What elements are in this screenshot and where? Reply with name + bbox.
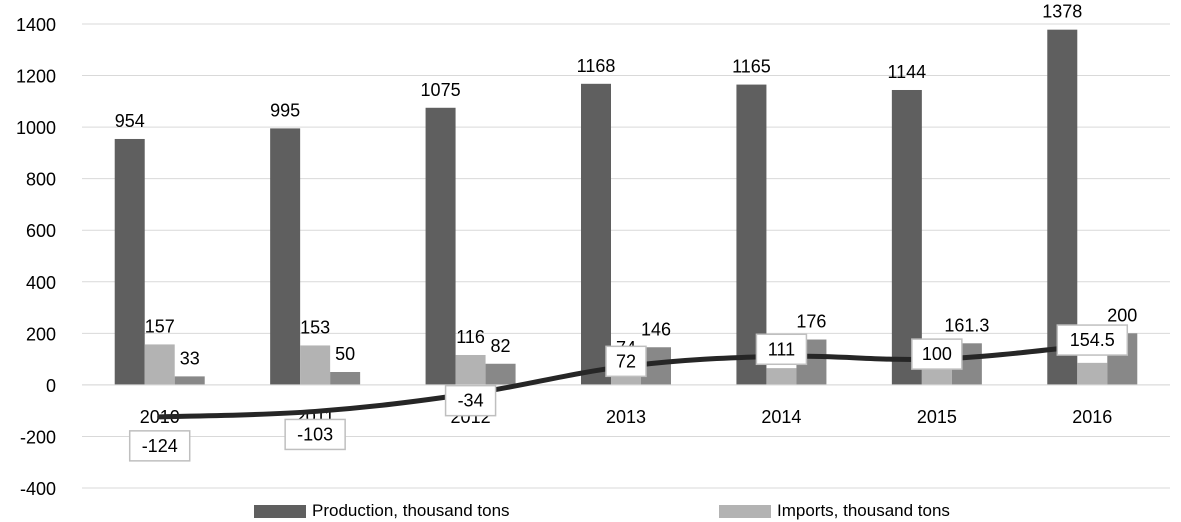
legend-item-imports: Imports, thousand tons <box>719 501 950 521</box>
balance-value-box <box>284 418 346 451</box>
production-bar <box>891 89 922 385</box>
imports-value-label: 157 <box>145 316 175 336</box>
balance-value-label: -124 <box>142 436 178 456</box>
y-tick-label: -200 <box>20 427 56 447</box>
y-axis-ticks: -400 -200 0 200 400 600 800 1000 1200 1400 <box>16 15 56 499</box>
balance-value-box <box>755 333 808 366</box>
balance-value-label: 154.5 <box>1070 330 1115 350</box>
balance-value-label: -103 <box>297 424 333 444</box>
x-tick-label: 2014 <box>761 407 801 427</box>
third-series-value-label: 146 <box>641 319 671 339</box>
y-tick-label: -400 <box>20 479 56 499</box>
production-value-label: 1075 <box>421 80 461 100</box>
legend-label-production: Production, thousand tons <box>312 501 510 520</box>
y-tick-label: 600 <box>26 221 56 241</box>
bars <box>114 29 1138 385</box>
balance-value-box <box>128 430 191 462</box>
production-value-label: 954 <box>115 111 145 131</box>
legend-item-production: Production, thousand tons <box>254 501 510 521</box>
third-series-bar <box>485 363 516 385</box>
legend-label-imports: Imports, thousand tons <box>777 501 950 520</box>
production-value-label: 1168 <box>577 56 616 76</box>
y-tick-label: 1200 <box>16 67 56 87</box>
imports-bar <box>300 345 331 385</box>
production-bar <box>425 107 456 385</box>
y-tick-label: 1000 <box>16 118 56 138</box>
y-tick-label: 200 <box>26 324 56 344</box>
production-value-label: 1378 <box>1042 2 1082 22</box>
x-tick-label: 2016 <box>1072 407 1112 427</box>
legend: Production, thousand tons Imports, thous… <box>0 501 1181 521</box>
x-tick-label: 2015 <box>917 407 957 427</box>
imports-bar <box>144 344 175 385</box>
x-axis: 2010 2011 2012 2013 2014 2015 2016 <box>82 384 1170 427</box>
y-tick-label: 1400 <box>16 15 56 35</box>
third-series-bar <box>330 372 361 385</box>
third-series-value-label: 200 <box>1107 305 1137 325</box>
third-series-value-label: 82 <box>491 336 511 356</box>
legend-swatch-production <box>254 504 306 518</box>
balance-value-box <box>605 345 647 378</box>
balance-value-label: 111 <box>768 339 795 359</box>
imports-value-label: 153 <box>300 317 330 337</box>
y-tick-label: 400 <box>26 273 56 293</box>
production-value-label: 995 <box>270 100 300 120</box>
production-value-label: 1165 <box>732 57 771 77</box>
third-series-bar <box>174 376 205 385</box>
balance-value-label: 100 <box>922 344 952 364</box>
legend-swatch-imports <box>719 504 771 518</box>
y-tick-label: 800 <box>26 170 56 190</box>
third-series-value-label: 161.3 <box>944 315 989 335</box>
balance-value-box <box>444 384 497 417</box>
production-bar <box>114 138 145 385</box>
balance-value-label: 72 <box>616 351 636 371</box>
imports-bar <box>455 354 486 385</box>
balance-value-box <box>911 338 963 370</box>
x-tick-label: 2013 <box>606 407 646 427</box>
third-series-value-label: 176 <box>796 312 826 332</box>
imports-bar <box>921 369 952 385</box>
y-tick-label: 0 <box>46 376 56 396</box>
imports-bar <box>1077 362 1108 385</box>
third-series-value-label: 33 <box>180 348 200 368</box>
production-bar <box>581 83 611 385</box>
balance-value-box <box>1056 324 1129 356</box>
data-labels: 9549951075116811651144137815715311674656… <box>115 2 1137 462</box>
production-bar <box>270 128 301 385</box>
balance-value-label: -34 <box>458 391 484 411</box>
imports-value-label: 116 <box>456 327 485 347</box>
imports-bar <box>766 368 797 385</box>
third-series-value-label: 50 <box>335 344 355 364</box>
production-value-label: 1144 <box>887 62 926 82</box>
